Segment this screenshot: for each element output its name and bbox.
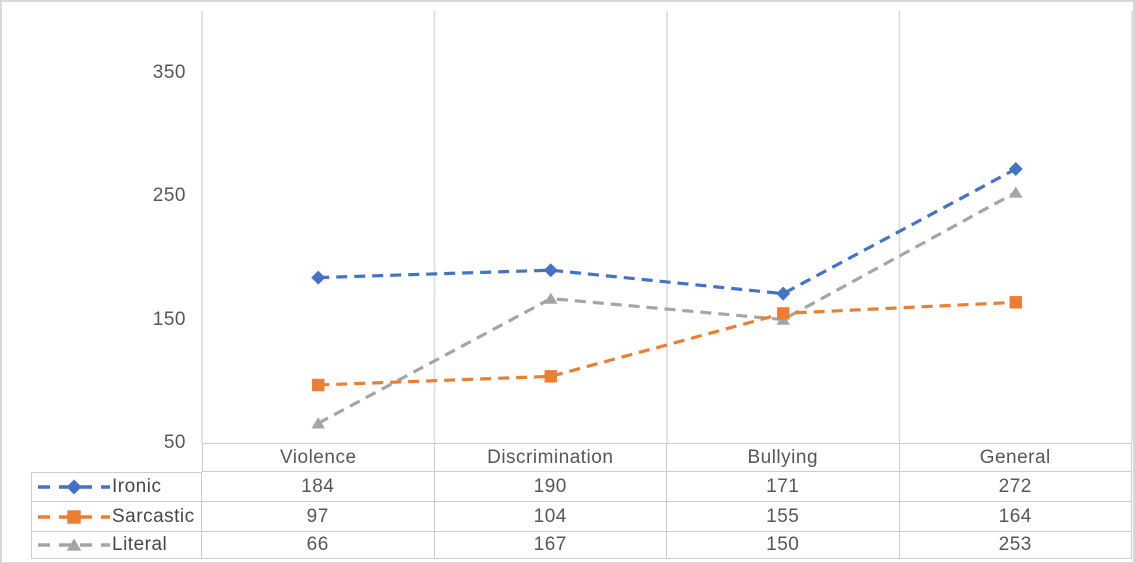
category-header-discrimination: Discrimination (434, 443, 667, 472)
value-cell-sarcastic-discrimination: 104 (434, 502, 667, 532)
y-axis-tick-label: 350 (152, 62, 186, 83)
legend-key-literal-icon (38, 538, 110, 551)
category-header-bullying: Bullying (667, 443, 900, 472)
marker-square (67, 509, 81, 524)
legend-key-ironic-icon (38, 479, 110, 495)
legend-label-sarcastic: Sarcastic (112, 505, 195, 527)
value-cell-literal-bullying: 150 (667, 532, 900, 559)
value-cell-ironic-bullying: 171 (667, 472, 900, 502)
value-cell-ironic-discrimination: 190 (434, 472, 667, 502)
marker-square (1009, 296, 1022, 309)
value-cell-literal-discrimination: 167 (434, 532, 667, 559)
value-cell-literal-violence: 66 (202, 532, 435, 559)
legend-item-literal: Literal (31, 532, 202, 559)
data-table: Violence Discrimination Bullying General… (31, 443, 1132, 559)
legend-item-ironic: Ironic (31, 472, 202, 502)
marker-square (312, 378, 325, 392)
marker-diamond (311, 270, 326, 285)
value-cell-ironic-general: 272 (899, 472, 1132, 502)
marker-square (777, 307, 790, 320)
marker-diamond (543, 263, 558, 278)
marker-triangle (66, 538, 82, 551)
legend-label-literal: Literal (112, 534, 168, 555)
category-header-general: General (899, 443, 1132, 472)
y-axis-tick-label: 150 (152, 309, 186, 330)
marker-square (544, 370, 557, 383)
legend-label-ironic: Ironic (112, 476, 162, 497)
marker-diamond (66, 479, 82, 495)
y-axis-tick-label: 50 (163, 432, 186, 453)
value-cell-sarcastic-bullying: 155 (667, 502, 900, 532)
marker-triangle (543, 292, 558, 304)
value-cell-sarcastic-general: 164 (899, 502, 1132, 532)
series-line-literal (317, 191, 1017, 425)
value-cell-sarcastic-violence: 97 (202, 502, 435, 532)
value-cell-literal-general: 253 (899, 532, 1132, 559)
marker-diamond (776, 286, 791, 301)
y-axis-tick-label: 250 (152, 185, 186, 206)
category-header-violence: Violence (202, 443, 435, 472)
table-corner-spacer (31, 443, 202, 472)
legend-key-sarcastic-icon (38, 509, 110, 524)
marker-triangle (311, 417, 326, 429)
marker-diamond (1008, 161, 1023, 176)
legend-item-sarcastic: Sarcastic (31, 502, 202, 532)
marker-triangle (1008, 186, 1023, 198)
value-cell-ironic-violence: 184 (202, 472, 435, 502)
series-line-sarcastic (318, 300, 1016, 387)
series-line-ironic (318, 167, 1017, 296)
